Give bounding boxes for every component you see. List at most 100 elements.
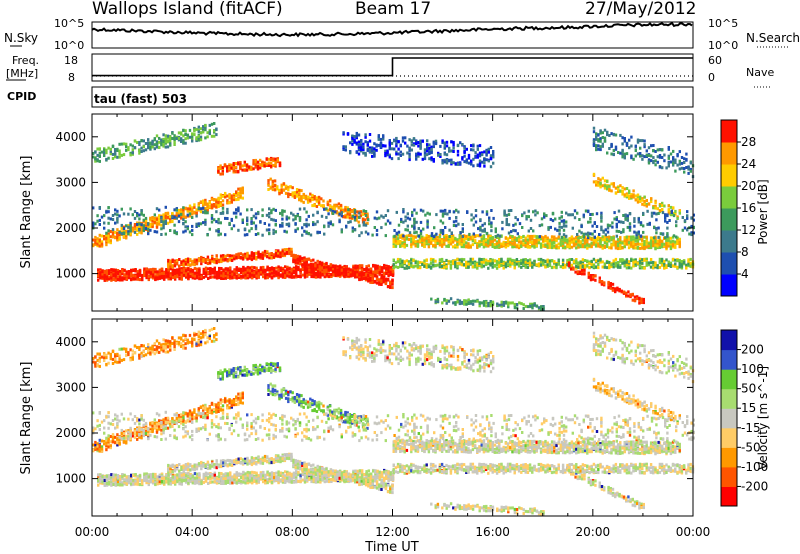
power-cell (116, 275, 120, 279)
power-cell (425, 264, 428, 268)
power-cell (331, 264, 335, 268)
power-cell (561, 266, 565, 270)
power-cell (597, 180, 600, 184)
power-cell (524, 258, 527, 261)
power-cell (630, 241, 633, 245)
power-cell (611, 288, 615, 292)
power-cell (640, 297, 643, 301)
power-cell (416, 244, 420, 248)
power-cell (184, 206, 187, 210)
power-cell (101, 270, 104, 273)
power-cell (246, 276, 249, 280)
power-cell (462, 263, 466, 267)
power-cell (471, 239, 475, 243)
power-cell (378, 282, 381, 286)
power-cell (208, 261, 212, 265)
power-cell (535, 263, 538, 267)
power-cell (572, 239, 576, 243)
power-cell (116, 232, 119, 236)
power-cell (178, 273, 181, 277)
power-cell (394, 265, 398, 269)
power-cell (619, 236, 622, 240)
power-cell (561, 238, 565, 242)
power-cell (145, 274, 148, 277)
power-cell (476, 234, 479, 238)
power-cell (96, 240, 99, 243)
power-cell (577, 261, 580, 265)
power-cell (188, 204, 192, 208)
power-cell (676, 242, 679, 245)
power-cell (235, 198, 238, 202)
power-cell (410, 240, 413, 244)
power-cell (348, 213, 352, 217)
power-cell (445, 265, 448, 269)
power-cell (217, 198, 220, 202)
power-cell (429, 261, 433, 265)
power-cell (609, 282, 612, 285)
power-cell (599, 185, 602, 189)
power-cell (630, 258, 633, 262)
power-cell (445, 263, 448, 267)
power-cell (619, 264, 622, 268)
power-cell (353, 273, 357, 276)
power-cell (491, 258, 494, 262)
power-cell (610, 236, 613, 240)
power-cell (485, 301, 488, 305)
freq-tick-bottom: 8 (68, 71, 75, 84)
power-cell (509, 236, 512, 240)
power-cell (586, 246, 589, 250)
power-cell (524, 242, 527, 246)
power-cell (517, 264, 521, 268)
power-cell (277, 271, 280, 275)
power-cell (246, 265, 249, 269)
power-cell (314, 263, 317, 267)
power-cell (654, 263, 657, 267)
power-cell (147, 138, 150, 142)
power-cell (589, 276, 593, 280)
power-cell (687, 258, 690, 262)
power-cell (284, 184, 288, 188)
power-cell (456, 242, 459, 246)
power-cell (195, 258, 199, 262)
power-cell (412, 259, 415, 262)
power-cell (315, 199, 319, 203)
power-cell (348, 216, 352, 220)
power-cell (542, 243, 545, 247)
power-cell (314, 275, 318, 279)
power-cell (272, 159, 275, 162)
power-cell (241, 196, 244, 200)
power-cell (434, 237, 437, 241)
power-cell (277, 251, 280, 255)
power-cell (188, 209, 192, 212)
power-cell (447, 261, 450, 265)
power-cell (599, 237, 602, 241)
power-cell (336, 273, 340, 277)
power-cell (199, 131, 203, 135)
power-cell (197, 128, 200, 132)
power-cell (169, 267, 172, 270)
power-cell (674, 258, 677, 262)
power-cell (678, 260, 681, 264)
power-cell (232, 163, 235, 167)
power-cell (257, 251, 260, 255)
power-cell (162, 142, 165, 146)
power-cell (658, 236, 662, 240)
power-cell (195, 260, 199, 264)
power-cell (344, 215, 347, 219)
power-cell (656, 207, 659, 211)
power-cell (366, 221, 369, 225)
power-cell (111, 145, 115, 149)
power-cell (566, 258, 569, 262)
power-cell (515, 306, 519, 310)
power-cell (290, 247, 293, 251)
power-cell (360, 143, 363, 147)
power-cell (454, 260, 457, 264)
power-cell (399, 240, 402, 243)
power-cell (652, 261, 655, 264)
power-cell (362, 145, 365, 149)
power-cell (366, 141, 369, 145)
power-cell (638, 246, 642, 250)
power-cell (432, 263, 435, 267)
power-cell (676, 265, 679, 269)
power-cell (253, 274, 256, 278)
